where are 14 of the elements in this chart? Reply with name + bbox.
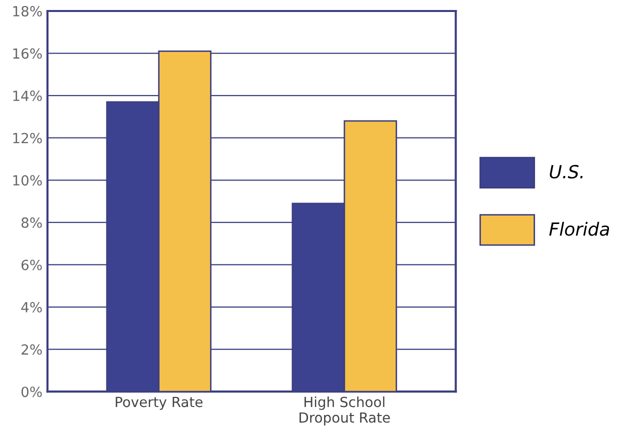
y-tick-label: 16%	[13, 48, 42, 59]
legend-label: Florida	[549, 222, 610, 236]
x-tick-label: High School Dropout Rate	[300, 396, 390, 426]
x-tick-label: Poverty Rate	[116, 396, 202, 410]
legend-label: U.S.	[550, 164, 583, 179]
y-tick-label: 12%	[13, 132, 42, 144]
y-tick-label: 8%	[22, 217, 42, 228]
y-tick-label: 2%	[22, 344, 42, 355]
y-tick-label: 6%	[22, 260, 42, 270]
y-tick-label: 14%	[13, 90, 42, 102]
y-tick-label: 0%	[21, 386, 42, 398]
y-tick-label: 4%	[21, 302, 42, 312]
y-tick-label: 18%	[13, 6, 42, 16]
y-tick-label: 10%	[13, 175, 42, 186]
